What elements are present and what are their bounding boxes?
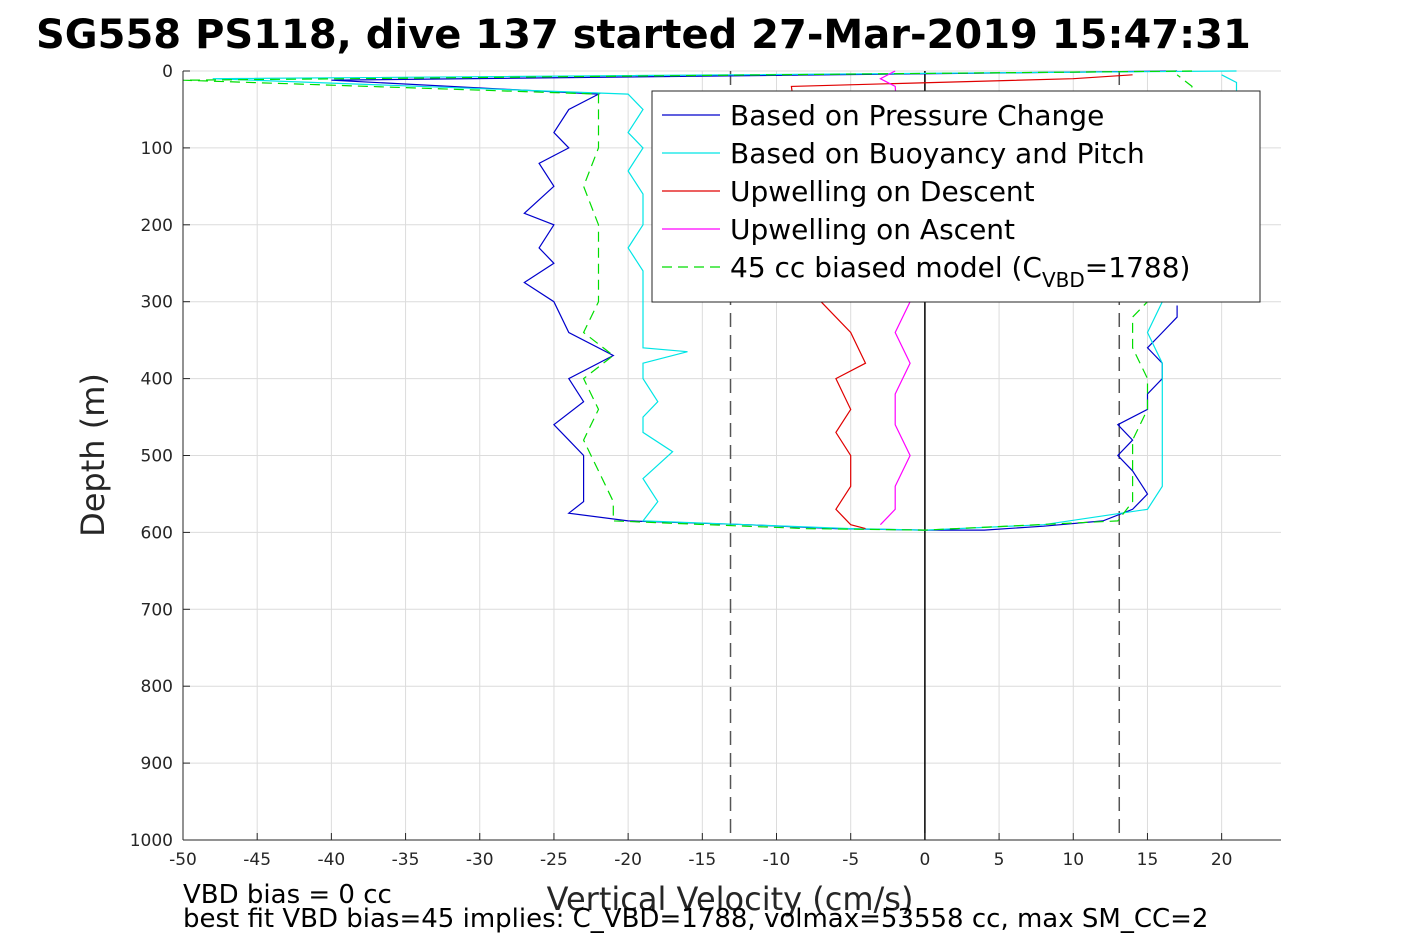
- series-line-4: [879, 70, 911, 526]
- x-tick-label: 20: [1211, 850, 1233, 870]
- legend-box: [651, 90, 1261, 303]
- y-tick-label: 600: [141, 523, 173, 543]
- x-tick-label: -45: [243, 850, 271, 870]
- series-line-1: [331, 70, 1178, 531]
- legend-label-1: Based on Pressure Change: [730, 99, 1104, 132]
- y-tick-label: 0: [162, 62, 173, 82]
- x-tick-label: -5: [842, 850, 859, 870]
- x-tick-label: -10: [763, 850, 791, 870]
- series-line-5: [182, 70, 1193, 531]
- y-tick-label: 400: [141, 370, 173, 390]
- legend-label-4: Upwelling on Ascent: [730, 213, 1015, 246]
- legend-label-3: Upwelling on Descent: [730, 175, 1035, 208]
- y-axis-label: Depth (m): [74, 373, 112, 537]
- y-tick-label: 800: [141, 677, 173, 697]
- x-tick-label: -40: [317, 850, 345, 870]
- y-tick-label: 500: [141, 447, 173, 467]
- x-tick-label: 10: [1062, 850, 1084, 870]
- legend-label-2: Based on Buoyancy and Pitch: [730, 137, 1145, 170]
- x-tick-label: -15: [688, 850, 716, 870]
- series-line-2: [212, 70, 1238, 531]
- vbd-bias-note: VBD bias = 0 cc: [183, 880, 392, 910]
- x-tick-label: -20: [614, 850, 642, 870]
- legend: Based on Pressure Change Based on Buoyanc…: [651, 90, 1261, 303]
- x-tick-label: -30: [466, 850, 494, 870]
- x-tick-label: 5: [994, 850, 1005, 870]
- y-tick-label: 700: [141, 600, 173, 620]
- y-tick-label: 300: [141, 293, 173, 313]
- x-tick-label: 0: [919, 850, 930, 870]
- x-tick-label: 15: [1137, 850, 1159, 870]
- chart-title: SG558 PS118, dive 137 started 27-Mar-201…: [36, 12, 1251, 58]
- best-fit-note: best fit VBD bias=45 implies: C_VBD=1788…: [183, 904, 1208, 934]
- y-tick-label: 1000: [130, 831, 173, 851]
- x-tick-label: -25: [540, 850, 568, 870]
- x-axis-label: Vertical Velocity (cm/s): [547, 880, 914, 918]
- x-tick-label: -35: [392, 850, 420, 870]
- y-tick-label: 900: [141, 754, 173, 774]
- y-tick-label: 200: [141, 216, 173, 236]
- y-tick-label: 100: [141, 139, 173, 159]
- x-tick-label: -50: [169, 850, 197, 870]
